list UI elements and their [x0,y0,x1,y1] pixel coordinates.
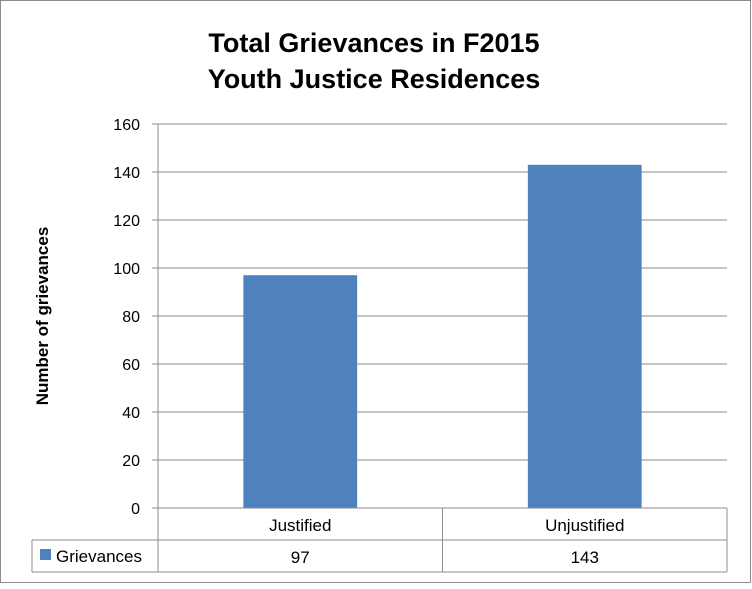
y-tick-label: 120 [113,213,140,230]
bar-justified [243,275,358,508]
x-category-label: Justified [269,516,331,535]
legend-series-name: Grievances [56,547,142,566]
chart-title-line-1: Total Grievances in F2015 [208,28,539,58]
y-tick-label: 80 [122,309,140,326]
x-category-label: Unjustified [545,516,624,535]
data-table-value: 97 [291,548,310,567]
chart-title-line-2: Youth Justice Residences [208,64,541,94]
bar-unjustified [527,164,642,509]
y-axis-ticks: 0 20 40 60 80 100 120 140 160 [113,117,140,518]
y-tick-label: 160 [113,117,140,134]
y-tick-label: 40 [122,405,140,422]
y-axis-label: Number of grievances [33,227,52,406]
y-tick-label: 0 [131,501,140,518]
data-table: Justified 97 Unjustified 143 Grievances [31,507,728,573]
y-tick-label: 20 [122,453,140,470]
y-tick-label: 60 [122,357,140,374]
bars [243,164,642,509]
y-tick-label: 140 [113,165,140,182]
data-table-value: 143 [571,548,599,567]
y-tick-label: 100 [113,261,140,278]
legend-key-swatch [40,549,51,560]
